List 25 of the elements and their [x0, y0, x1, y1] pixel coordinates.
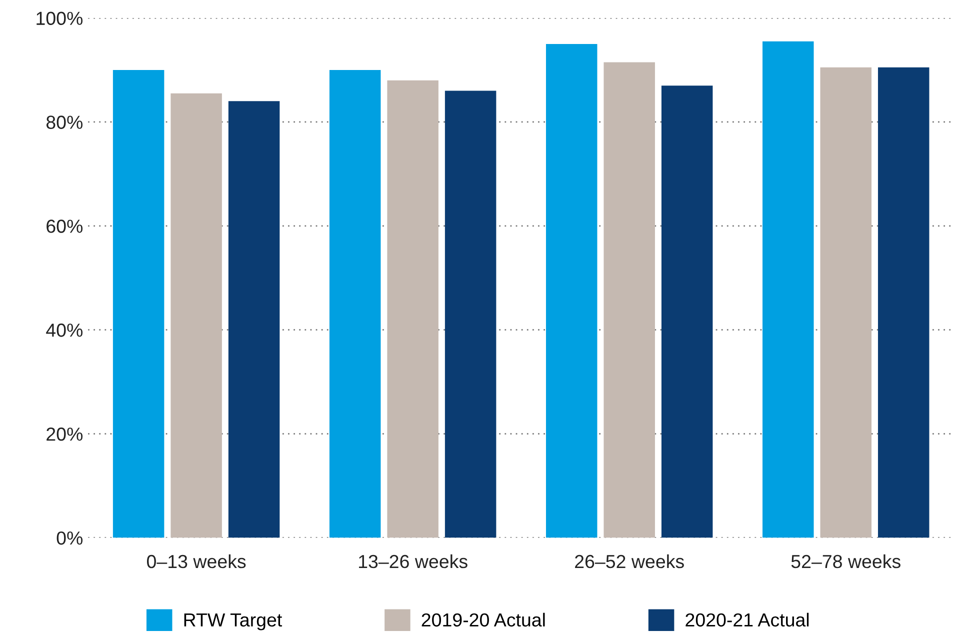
y-tick-label: 100%	[36, 12, 83, 26]
bar	[228, 101, 280, 538]
bar	[661, 86, 713, 538]
y-tick-label: 80%	[46, 116, 83, 129]
y-tick-label: 20%	[46, 428, 83, 441]
bar	[604, 62, 655, 538]
bar	[387, 80, 438, 538]
x-tick-label: 13–26 weeks	[359, 554, 468, 568]
y-tick-label: 60%	[46, 220, 83, 233]
y-tick-label: 40%	[46, 324, 83, 337]
x-tick-label: 0–13 weeks	[147, 554, 246, 568]
legend-label: 2019-20 Actual	[422, 612, 545, 627]
bar	[820, 67, 872, 538]
bar	[329, 70, 381, 538]
bar	[878, 67, 930, 538]
legend-label: RTW Target	[184, 614, 282, 630]
legend-label: 2020-21 Actual	[686, 612, 809, 627]
x-tick-label: 26–52 weeks	[575, 554, 684, 568]
bar	[112, 70, 164, 538]
bar	[170, 93, 222, 538]
y-tick-label: 0%	[56, 531, 83, 545]
bar	[762, 41, 814, 538]
x-tick-label: 52–78 weeks	[791, 554, 900, 568]
bar	[546, 44, 598, 538]
bar	[444, 90, 496, 538]
